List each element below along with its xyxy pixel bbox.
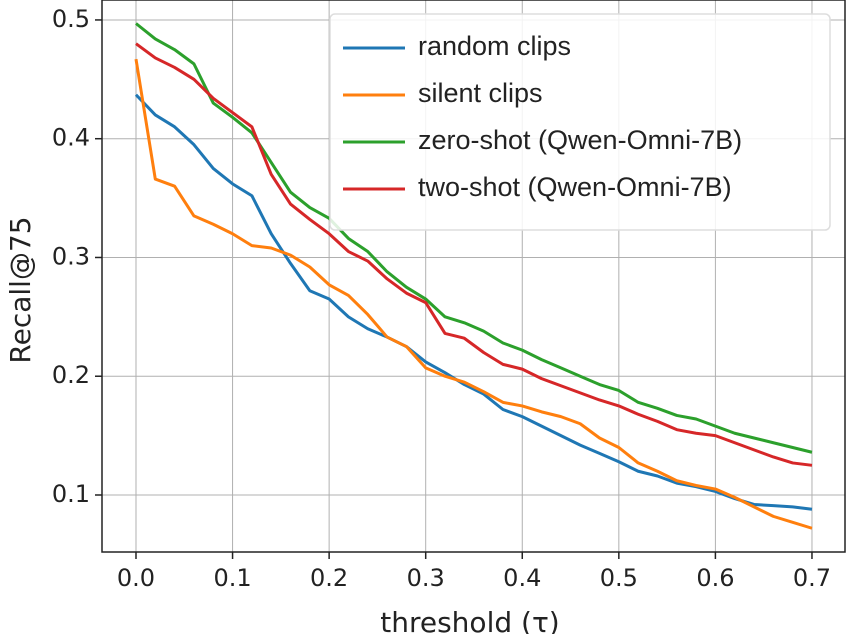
x-tick-label: 0.3	[407, 564, 445, 592]
x-tick-label: 0.4	[503, 564, 541, 592]
y-tick-label: 0.3	[52, 242, 90, 270]
plot-frame	[101, 0, 846, 553]
x-tick-label: 0.2	[310, 564, 348, 592]
x-tick-label: 0.0	[117, 564, 155, 592]
y-tick-label: 0.4	[52, 124, 90, 152]
line	[135, 42, 813, 467]
legend-label: two-shot (Qwen-Omni-7B)	[418, 172, 732, 202]
y-tick-label: 0.5	[52, 5, 90, 33]
y-tick-label: 0.1	[52, 480, 90, 508]
y-axis-label: Recall@75	[4, 216, 37, 363]
x-tick-label: 0.6	[696, 564, 734, 592]
legend-label: random clips	[418, 31, 571, 61]
legend-box	[329, 13, 831, 231]
x-tick-label: 0.5	[600, 564, 638, 592]
x-axis-label: threshold (τ)	[380, 606, 559, 634]
x-tick-label: 0.1	[213, 564, 251, 592]
legend-label: silent clips	[418, 78, 543, 108]
legend-label: zero-shot (Qwen-Omni-7B)	[418, 125, 742, 155]
line	[135, 22, 813, 454]
y-tick-label: 0.2	[52, 361, 90, 389]
x-tick-label: 0.7	[793, 564, 831, 592]
line	[134, 58, 813, 530]
